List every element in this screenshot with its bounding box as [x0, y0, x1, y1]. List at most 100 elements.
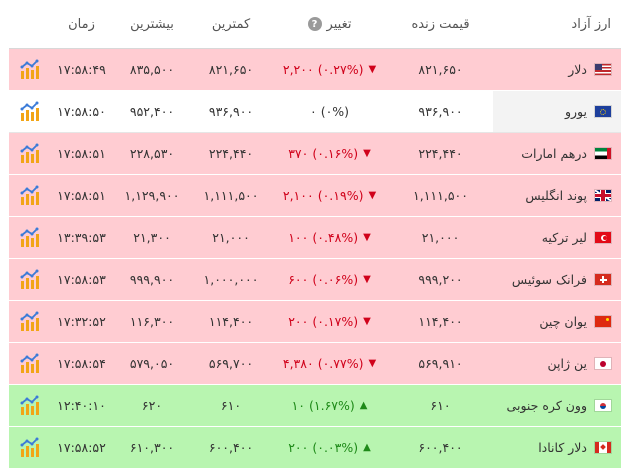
table-row[interactable]: وون کره جنوبی ۶۱۰ ۱۰ (۱.۶۷%) ▲ ۶۱۰ ۶۲۰ ۱… — [9, 385, 621, 427]
high-price: ۲۱,۳۰۰ — [133, 230, 171, 245]
live-price: ۱,۱۱۱,۵۰۰ — [413, 188, 468, 203]
update-time: ۱۷:۳۲:۵۲ — [57, 314, 106, 329]
change-cell: ۲,۲۰۰ (۰.۲۷%) ▼ — [271, 49, 388, 90]
currency-name: یوان چین — [539, 314, 587, 329]
chart-icon[interactable] — [19, 437, 41, 459]
chart-cell — [9, 259, 50, 300]
change-percent: (۰.۷۷%) — [317, 356, 364, 371]
eu-flag-icon — [595, 106, 611, 117]
live-price: ۶۱۰ — [430, 398, 451, 413]
chart-icon[interactable] — [19, 143, 41, 165]
high-price: ۱۱۶,۳۰۰ — [129, 314, 175, 329]
header-time: زمان — [68, 16, 95, 32]
live-price: ۵۶۹,۹۱۰ — [418, 356, 463, 371]
arrow-down-icon: ▼ — [363, 273, 371, 285]
currency-name-cell: یوان چین — [493, 301, 621, 342]
change-percent: (۰.۱۶%) — [312, 146, 359, 161]
chart-cell — [9, 133, 50, 174]
high-price: ۸۳۵,۵۰۰ — [129, 62, 175, 77]
change-amount: ۲۰۰ — [288, 440, 309, 455]
update-time: ۱۷:۵۸:۵۴ — [57, 356, 106, 371]
update-time: ۱۷:۵۸:۴۹ — [57, 62, 106, 77]
table-row[interactable]: دلار کانادا ۶۰۰,۴۰۰ ۲۰۰ (۰.۰۳%) ▲ ۶۰۰,۴۰… — [9, 427, 621, 469]
currency-name: لیر ترکیه — [541, 230, 587, 245]
low-price: ۸۲۱,۶۵۰ — [208, 62, 254, 77]
currency-name: ین ژاپن — [547, 356, 587, 371]
header-live-price: قیمت زنده — [411, 16, 470, 32]
currency-name: دلار کانادا — [538, 440, 587, 455]
arrow-down-icon: ▼ — [363, 231, 371, 243]
change-cell: ۲۰۰ (۰.۰۳%) ▲ — [271, 427, 388, 468]
ca-flag-icon — [595, 442, 611, 453]
currency-name-cell: ین ژاپن — [493, 343, 621, 384]
high-price: ۲۲۸,۵۳۰ — [129, 146, 175, 161]
header-high: بیشترین — [130, 16, 174, 32]
chart-icon[interactable] — [19, 227, 41, 249]
table-body: دلار ۸۲۱,۶۵۰ ۲,۲۰۰ (۰.۲۷%) ▼ ۸۲۱,۶۵۰ ۸۳۵… — [9, 49, 621, 469]
change-cell: ۴,۳۸۰ (۰.۷۷%) ▼ — [271, 343, 388, 384]
chart-icon[interactable] — [19, 269, 41, 291]
low-price: ۵۶۹,۷۰۰ — [208, 356, 254, 371]
change-cell: ۱۰ (۱.۶۷%) ▲ — [271, 385, 388, 426]
chart-icon[interactable] — [19, 395, 41, 417]
change-amount: ۱۰ — [291, 398, 305, 413]
change-percent: (۰.۰۶%) — [312, 272, 359, 287]
change-cell: ۶۰۰ (۰.۰۶%) ▼ — [271, 259, 388, 300]
table-row[interactable]: یورو ۹۳۶,۹۰۰ ۰ (۰%) ۹۳۶,۹۰۰ ۹۵۲,۴۰۰ ۱۷:۵… — [9, 91, 621, 133]
chart-icon[interactable] — [19, 101, 41, 123]
live-price: ۶۰۰,۴۰۰ — [418, 440, 463, 455]
table-row[interactable]: دلار ۸۲۱,۶۵۰ ۲,۲۰۰ (۰.۲۷%) ▼ ۸۲۱,۶۵۰ ۸۳۵… — [9, 49, 621, 91]
live-price: ۹۳۶,۹۰۰ — [418, 104, 463, 119]
change-percent: (۰.۱۷%) — [312, 314, 359, 329]
chart-cell — [9, 385, 50, 426]
table-row[interactable]: پوند انگلیس ۱,۱۱۱,۵۰۰ ۲,۱۰۰ (۰.۱۹%) ▼ ۱,… — [9, 175, 621, 217]
kr-flag-icon — [595, 400, 611, 411]
high-price: ۵۷۹,۰۵۰ — [129, 356, 175, 371]
currency-name-cell: فرانک سوئیس — [493, 259, 621, 300]
table-row[interactable]: لیر ترکیه ۲۱,۰۰۰ ۱۰۰ (۰.۴۸%) ▼ ۲۱,۰۰۰ ۲۱… — [9, 217, 621, 259]
header-change-label: تغییر — [326, 16, 352, 32]
currency-name-cell: یورو — [493, 91, 621, 132]
table-row[interactable]: یوان چین ۱۱۴,۴۰۰ ۲۰۰ (۰.۱۷%) ▼ ۱۱۴,۴۰۰ ۱… — [9, 301, 621, 343]
currency-name-cell: وون کره جنوبی — [493, 385, 621, 426]
chart-icon[interactable] — [19, 311, 41, 333]
change-percent: (۰.۱۹%) — [317, 188, 364, 203]
live-price: ۱۱۴,۴۰۰ — [418, 314, 463, 329]
chart-cell — [9, 427, 50, 468]
arrow-up-icon: ▲ — [363, 441, 371, 453]
currency-name-cell: دلار — [493, 49, 621, 90]
change-cell: ۱۰۰ (۰.۴۸%) ▼ — [271, 217, 388, 258]
tr-flag-icon — [595, 232, 611, 243]
currency-name: یورو — [564, 104, 587, 119]
currency-name: دلار — [568, 62, 587, 77]
currency-name-cell: پوند انگلیس — [493, 175, 621, 216]
change-cell: ۰ (۰%) — [271, 91, 388, 132]
header-chart — [9, 0, 50, 48]
table-header: ارز آزاد قیمت زنده تغییر ? کمترین بیشتری… — [9, 0, 621, 49]
currency-name: درهم امارات — [521, 146, 587, 161]
arrow-down-icon: ▼ — [363, 147, 371, 159]
header-change: تغییر ? — [271, 0, 388, 48]
change-percent: (۱.۶۷%) — [309, 398, 355, 413]
chart-icon[interactable] — [19, 185, 41, 207]
chart-icon[interactable] — [19, 353, 41, 375]
jp-flag-icon — [595, 358, 611, 369]
live-price: ۲۲۴,۴۴۰ — [418, 146, 463, 161]
arrow-down-icon: ▼ — [368, 189, 377, 201]
table-row[interactable]: درهم امارات ۲۲۴,۴۴۰ ۳۷۰ (۰.۱۶%) ▼ ۲۲۴,۴۴… — [9, 133, 621, 175]
table-row[interactable]: ین ژاپن ۵۶۹,۹۱۰ ۴,۳۸۰ (۰.۷۷%) ▼ ۵۶۹,۷۰۰ … — [9, 343, 621, 385]
change-percent: (۰.۲۷%) — [317, 62, 364, 77]
arrow-up-icon: ▲ — [359, 399, 368, 411]
currency-name-cell: درهم امارات — [493, 133, 621, 174]
cn-flag-icon — [595, 316, 611, 327]
help-icon[interactable]: ? — [307, 17, 322, 31]
low-price: ۱,۱۱۱,۵۰۰ — [203, 188, 259, 203]
live-price: ۹۹۹,۲۰۰ — [418, 272, 463, 287]
change-cell: ۳۷۰ (۰.۱۶%) ▼ — [271, 133, 388, 174]
chart-cell — [9, 49, 50, 90]
change-percent: (۰.۴۸%) — [312, 230, 359, 245]
chart-cell — [9, 343, 50, 384]
high-price: ۹۹۹,۹۰۰ — [129, 272, 175, 287]
chart-icon[interactable] — [19, 59, 41, 81]
table-row[interactable]: فرانک سوئیس ۹۹۹,۲۰۰ ۶۰۰ (۰.۰۶%) ▼ ۱,۰۰۰,… — [9, 259, 621, 301]
